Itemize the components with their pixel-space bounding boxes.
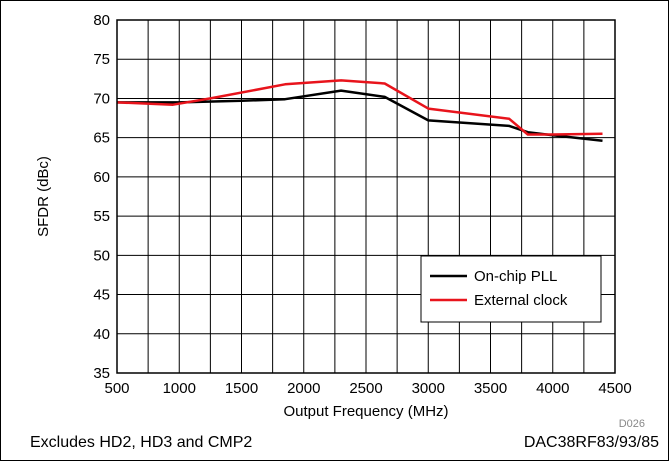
series-line-0 <box>117 89 603 143</box>
series-lines <box>116 79 603 143</box>
footer-note: Excludes HD2, HD3 and CMP2 <box>30 434 253 451</box>
y-tick-label: 70 <box>93 90 110 107</box>
y-tick-label: 80 <box>93 12 110 29</box>
x-tick-label: 2000 <box>287 380 320 397</box>
y-tick-label: 45 <box>93 287 110 304</box>
legend: On-chip PLL External clock <box>420 255 602 323</box>
x-tick-label: 3000 <box>412 380 445 397</box>
plot-area-border <box>116 19 616 374</box>
x-tick-label: 3500 <box>474 380 507 397</box>
y-tick-label: 35 <box>93 365 110 382</box>
legend-label-external-clock: External clock <box>474 292 568 309</box>
series-line-1 <box>116 79 603 136</box>
x-tick-label: 500 <box>104 380 129 397</box>
x-tick-label: 4000 <box>536 380 569 397</box>
y-tick-label: 75 <box>93 51 110 68</box>
x-axis-label: Output Frequency (MHz) <box>283 403 448 420</box>
tick-labels: 500 1000 1500 2000 2500 3000 3500 4000 4500 35 40 4… <box>93 12 631 397</box>
x-tick-label: 1500 <box>225 380 258 397</box>
device-part-number: DAC38RF83/93/85 <box>523 434 659 451</box>
legend-label-on-chip-pll: On-chip PLL <box>474 268 557 285</box>
y-tick-label: 55 <box>93 208 110 225</box>
x-tick-label: 4500 <box>598 380 631 397</box>
y-tick-label: 65 <box>93 130 110 147</box>
y-tick-label: 40 <box>93 326 110 343</box>
x-tick-label: 1000 <box>163 380 196 397</box>
x-tick-label: 2500 <box>349 380 382 397</box>
y-tick-label: 60 <box>93 169 110 186</box>
y-tick-label: 50 <box>93 247 110 264</box>
y-axis-label: SFDR (dBc) <box>35 156 52 237</box>
figure-id: D026 <box>619 418 645 430</box>
legend-box <box>420 255 602 323</box>
